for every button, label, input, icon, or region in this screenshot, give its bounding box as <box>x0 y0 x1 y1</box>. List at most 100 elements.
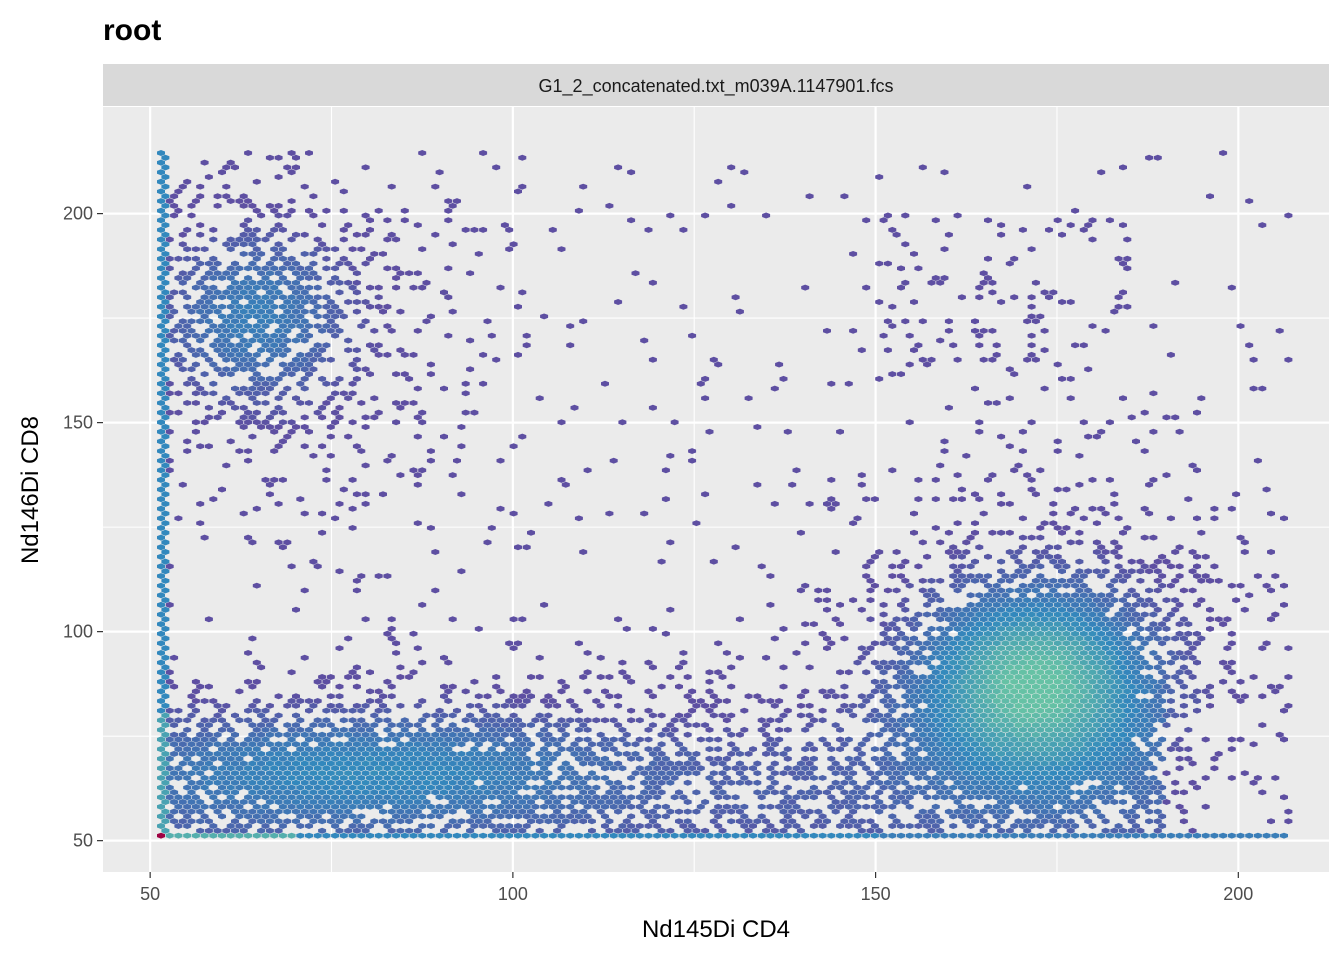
hex-bin <box>1145 818 1154 825</box>
hex-bin <box>226 284 235 291</box>
hex-bin <box>953 750 962 757</box>
hex-bin <box>366 823 374 829</box>
hex-bin <box>1114 698 1123 704</box>
hex-bin <box>975 698 984 704</box>
hex-bin <box>1049 645 1058 652</box>
hex-bin <box>801 755 810 762</box>
hex-bin <box>239 510 248 517</box>
hex-bin <box>309 347 318 354</box>
hex-bin <box>1110 654 1119 661</box>
hex-bin <box>252 813 261 820</box>
hex-bin <box>953 616 962 623</box>
hex-bin <box>1023 750 1032 757</box>
hex-bin <box>244 448 253 454</box>
hex-bin <box>770 760 779 767</box>
hex-bin <box>426 775 435 781</box>
hex-bin <box>257 731 266 738</box>
hex-bin <box>1227 775 1236 781</box>
hex-bin <box>461 803 470 810</box>
hex-bin <box>557 746 566 753</box>
hex-bin <box>261 726 270 733</box>
hex-bin <box>1036 313 1045 320</box>
hex-bin <box>1267 616 1275 623</box>
hex-bin <box>226 342 235 349</box>
hex-bin <box>579 789 588 796</box>
hex-bin <box>527 808 535 815</box>
hex-bin <box>309 760 318 767</box>
hex-bin <box>218 784 226 791</box>
hex-bin <box>418 746 427 753</box>
hex-bin <box>278 784 287 791</box>
hex-bin <box>1049 789 1058 796</box>
hex-bin <box>392 784 401 791</box>
hex-bin <box>975 630 984 637</box>
hex-bin <box>992 582 1001 589</box>
hex-bin <box>984 650 992 656</box>
hex-bin <box>548 784 557 791</box>
hex-bin <box>840 789 849 796</box>
hex-bin <box>218 707 226 714</box>
hex-bin <box>344 260 353 267</box>
hex-bin <box>326 760 335 767</box>
hex-bin <box>318 529 327 536</box>
hex-bin <box>805 760 814 767</box>
hex-bin <box>239 337 248 344</box>
hex-bin <box>949 765 958 772</box>
hex-bin <box>944 808 953 815</box>
hex-bin <box>596 799 605 805</box>
hex-bin <box>1023 597 1032 604</box>
hexbin-layer <box>157 150 1293 839</box>
hex-bin <box>997 587 1006 594</box>
hex-bin <box>514 775 522 781</box>
hex-bin <box>165 755 174 762</box>
hex-bin <box>431 722 440 728</box>
hex-bin <box>1179 818 1188 825</box>
hex-bin <box>244 217 253 224</box>
hex-bin <box>609 736 618 743</box>
hex-bin <box>522 736 531 743</box>
hex-bin <box>805 193 814 200</box>
hex-bin <box>1175 755 1184 762</box>
hex-bin <box>936 818 945 825</box>
hex-bin <box>1053 813 1062 820</box>
hex-bin <box>157 332 165 339</box>
hex-bin <box>1092 625 1101 632</box>
hex-bin <box>518 760 527 767</box>
hex-bin <box>583 813 592 820</box>
hex-bin <box>962 549 971 555</box>
hex-bin <box>962 712 971 719</box>
hex-bin <box>1210 515 1219 522</box>
hex-bin <box>487 784 496 791</box>
hex-bin <box>992 621 1001 628</box>
hex-bin <box>170 799 179 805</box>
hex-bin <box>1071 688 1080 695</box>
hex-bin <box>1153 654 1162 661</box>
hex-bin <box>1071 775 1080 781</box>
hex-bin <box>883 760 892 767</box>
hex-bin <box>1110 500 1119 507</box>
hex-bin <box>161 616 170 623</box>
hex-bin <box>714 178 723 185</box>
hex-bin <box>940 640 949 647</box>
hex-bin <box>1018 746 1027 753</box>
hex-bin <box>766 775 775 781</box>
hex-bin <box>287 284 296 291</box>
hex-bin <box>309 260 318 267</box>
hex-bin <box>1275 683 1284 690</box>
hex-bin <box>204 731 213 738</box>
hex-bin <box>971 731 979 738</box>
hex-bin <box>1079 678 1088 685</box>
hex-bin <box>505 726 514 733</box>
hex-bin <box>914 621 923 628</box>
hex-bin <box>1105 746 1114 753</box>
hex-bin <box>248 722 257 728</box>
hex-bin <box>971 327 979 334</box>
hex-bin <box>1119 741 1127 748</box>
hex-bin <box>505 813 514 820</box>
hex-bin <box>357 746 366 753</box>
hex-bin <box>679 303 688 310</box>
hex-bin <box>975 332 984 339</box>
hex-bin <box>209 380 218 387</box>
hex-bin <box>644 813 653 820</box>
hex-bin <box>1066 741 1075 748</box>
